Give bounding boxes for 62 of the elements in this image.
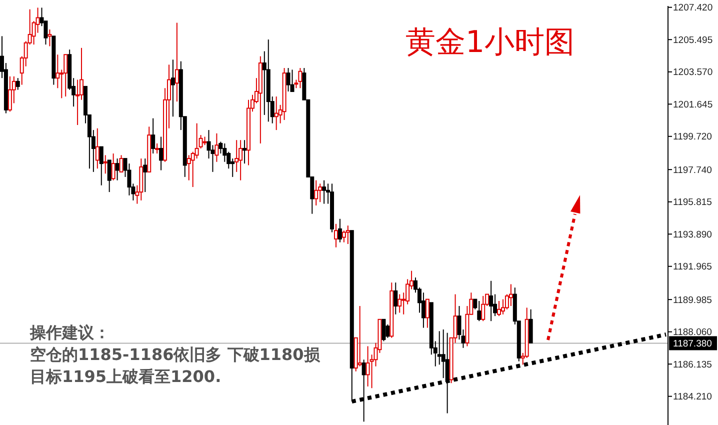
annotation: 空仓的1185-1186依旧多 下破1180损 [30, 345, 321, 364]
y-tick-label: 1184.210 [673, 392, 712, 403]
candlestick [322, 180, 326, 204]
y-tick-label: 1195.815 [673, 197, 712, 208]
candlestick [48, 28, 52, 47]
candlestick [346, 225, 350, 244]
candlestick [528, 308, 533, 344]
candlestick [382, 318, 386, 342]
candlestick [508, 284, 513, 307]
candlestick [115, 158, 120, 181]
y-tick-label: 1201.645 [673, 99, 713, 110]
annotation: 目标1195上破看至1200. [30, 367, 222, 386]
candlestick [8, 76, 12, 112]
y-tick-label: 1207.420 [673, 2, 713, 14]
candlestick [64, 54, 68, 98]
candlestick [338, 218, 342, 243]
candlestick [103, 154, 108, 174]
candlestick [242, 140, 247, 164]
candlestick [151, 118, 156, 154]
y-tick-label: 1188.060 [673, 327, 712, 338]
ref-line-label: 1187.380 [673, 338, 712, 350]
candlestick [95, 128, 100, 170]
y-tick-label: 1197.740 [673, 164, 712, 176]
candlestick [143, 158, 148, 193]
candlestick [111, 152, 116, 181]
candlestick [318, 183, 322, 203]
candlestick [16, 78, 20, 90]
y-tick-label: 1193.890 [673, 229, 712, 240]
y-tick-label: 1186.135 [673, 359, 712, 370]
candlestick [489, 280, 494, 322]
y-tick-label: 1205.495 [673, 34, 713, 46]
candlestick [437, 330, 442, 366]
candlestick [477, 300, 482, 322]
candlestick [238, 140, 243, 181]
candlestick [214, 132, 219, 162]
candlestick [298, 68, 302, 89]
candlestick [290, 69, 294, 92]
candlestick [394, 282, 398, 315]
candlestick [274, 96, 278, 131]
candlestick [155, 142, 160, 154]
candlestick [159, 136, 164, 171]
candlestick [314, 180, 318, 206]
y-tick-label: 1189.985 [673, 294, 712, 306]
candlestick [334, 223, 338, 248]
candlestick [398, 294, 402, 314]
candlestick [286, 68, 290, 92]
candlestick [425, 298, 430, 328]
candlestick [358, 306, 362, 367]
candlestick [366, 346, 370, 387]
candlestick [500, 298, 505, 315]
annotation: 操作建议： [29, 323, 110, 342]
y-tick-label: 1199.720 [673, 132, 712, 143]
candlestick [170, 59, 175, 118]
candlestick [497, 300, 502, 317]
candlestick [174, 22, 179, 102]
candlestick [119, 154, 124, 172]
y-tick-label: 1191.965 [673, 262, 712, 273]
text: 黄金1小时图 [405, 25, 575, 60]
candlestick [481, 295, 486, 322]
candlestick [107, 160, 112, 193]
y-tick-label: 1203.570 [673, 67, 713, 78]
candlestick [99, 146, 104, 186]
